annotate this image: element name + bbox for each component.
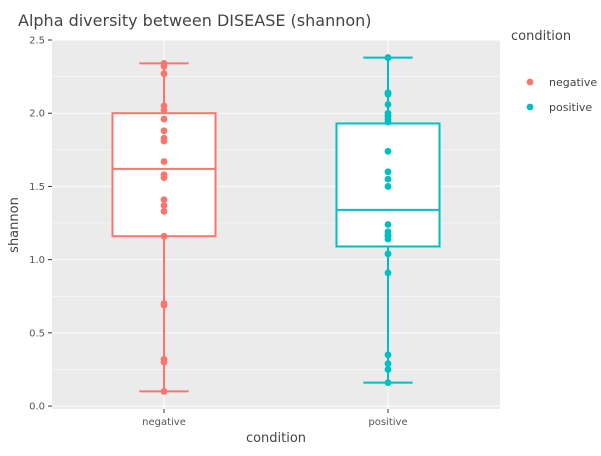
y-tick-label: 2.0 — [29, 109, 45, 120]
y-tick-label: 1.5 — [29, 182, 45, 193]
data-point[interactable] — [384, 168, 392, 176]
y-tick-label: 0.0 — [29, 402, 45, 413]
data-point[interactable] — [160, 70, 168, 78]
chart-title: Alpha diversity between DISEASE (shannon… — [18, 11, 372, 30]
legend-label: positive — [549, 101, 592, 114]
data-point[interactable] — [160, 137, 168, 145]
data-point[interactable] — [160, 62, 168, 70]
data-point[interactable] — [384, 175, 392, 183]
data-point[interactable] — [160, 358, 168, 366]
data-point[interactable] — [384, 250, 392, 258]
y-axis: 0.0 0.5 1.0 1.5 2.0 2.5 — [29, 36, 52, 413]
data-point[interactable] — [384, 147, 392, 155]
y-axis-title: shannon — [7, 197, 22, 253]
data-point[interactable] — [384, 90, 392, 98]
data-point[interactable] — [384, 221, 392, 228]
data-point[interactable] — [384, 366, 392, 373]
x-tick-label: positive — [368, 417, 407, 428]
data-point[interactable] — [160, 196, 168, 204]
data-point[interactable] — [160, 207, 168, 215]
data-point[interactable] — [384, 183, 392, 190]
data-point[interactable] — [160, 232, 168, 240]
data-point[interactable] — [384, 54, 392, 61]
data-point[interactable] — [160, 301, 168, 309]
y-tick-label: 2.5 — [29, 36, 45, 47]
y-tick-label: 1.0 — [29, 255, 45, 266]
data-point[interactable] — [160, 115, 168, 123]
legend[interactable]: condition negative positive — [511, 29, 597, 114]
data-point[interactable] — [160, 388, 168, 395]
legend-label: negative — [549, 76, 597, 89]
data-point[interactable] — [384, 101, 392, 108]
data-point[interactable] — [160, 174, 168, 182]
x-axis-title: condition — [246, 431, 306, 446]
data-point[interactable] — [160, 106, 168, 114]
legend-title: condition — [511, 29, 571, 44]
legend-item-negative[interactable]: negative — [526, 76, 598, 89]
data-point[interactable] — [384, 379, 392, 387]
data-point[interactable] — [384, 269, 392, 277]
y-tick-label: 0.5 — [29, 328, 45, 339]
legend-item-positive[interactable]: positive — [526, 101, 593, 114]
data-point[interactable] — [384, 351, 392, 359]
data-point[interactable] — [160, 202, 168, 209]
data-point[interactable] — [384, 118, 392, 126]
data-point[interactable] — [160, 127, 168, 135]
legend-marker — [526, 103, 534, 111]
data-point[interactable] — [384, 360, 392, 368]
x-axis: negative positive — [142, 409, 408, 428]
x-tick-label: negative — [142, 417, 186, 428]
data-point[interactable] — [384, 235, 392, 243]
point-layer — [160, 54, 392, 395]
data-point[interactable] — [160, 158, 168, 165]
legend-marker — [526, 78, 534, 86]
